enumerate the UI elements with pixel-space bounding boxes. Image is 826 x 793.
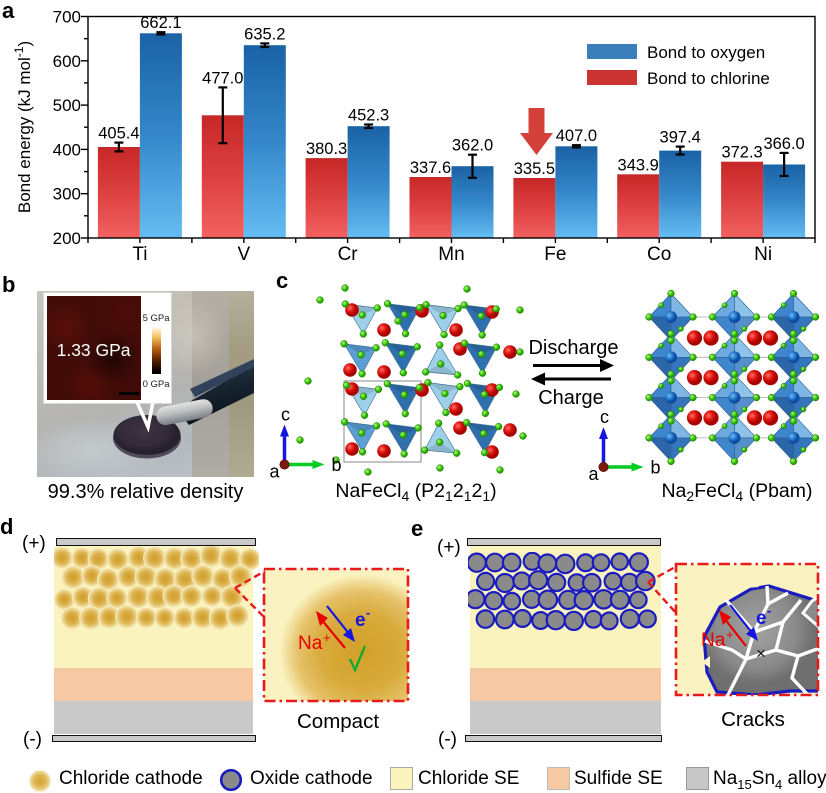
svg-text:337.6: 337.6 — [410, 159, 451, 177]
svg-text:700: 700 — [53, 8, 81, 27]
svg-text:372.3: 372.3 — [721, 144, 762, 162]
svg-text:200: 200 — [53, 229, 81, 248]
svg-text:Fe: Fe — [544, 244, 566, 265]
svg-text:Ti: Ti — [132, 244, 147, 265]
svg-text:362.0: 362.0 — [452, 137, 493, 155]
svg-text:e: e — [756, 608, 767, 629]
svg-text:-: - — [767, 603, 771, 618]
svg-text:Bond energy (kJ mol-1): Bond energy (kJ mol-1) — [12, 41, 34, 213]
svg-text:Bond to chlorine: Bond to chlorine — [647, 69, 770, 88]
svg-text:Discharge: Discharge — [528, 337, 618, 359]
svg-text:Charge: Charge — [538, 387, 604, 409]
svg-text:366.0: 366.0 — [763, 135, 804, 153]
svg-text:b: b — [332, 455, 342, 475]
svg-text:635.2: 635.2 — [244, 25, 285, 43]
svg-text:600: 600 — [53, 52, 81, 71]
svg-text:c: c — [600, 407, 609, 427]
svg-text:Co: Co — [647, 244, 671, 265]
svg-text:c: c — [281, 405, 290, 425]
svg-text:500: 500 — [53, 96, 81, 115]
svg-text:V: V — [237, 244, 250, 265]
svg-text:Na2FeCl4 (Pbam): Na2FeCl4 (Pbam) — [661, 480, 812, 504]
svg-text:NaFeCl4 (P212121): NaFeCl4 (P212121) — [335, 480, 496, 504]
svg-text:477.0: 477.0 — [202, 69, 243, 87]
svg-text:Mn: Mn — [438, 244, 464, 265]
svg-text:407.0: 407.0 — [556, 127, 597, 145]
svg-text:a: a — [270, 462, 281, 482]
svg-text:b: b — [651, 458, 661, 478]
svg-text:+: + — [726, 627, 734, 642]
svg-text:e: e — [355, 610, 366, 631]
svg-text:300: 300 — [53, 185, 81, 204]
svg-text:Na: Na — [298, 633, 323, 654]
svg-text:+: + — [323, 630, 331, 645]
svg-text:×: × — [756, 644, 766, 663]
svg-text:Na: Na — [701, 630, 726, 651]
svg-text:343.9: 343.9 — [618, 156, 659, 174]
svg-text:452.3: 452.3 — [348, 107, 389, 125]
svg-text:405.4: 405.4 — [98, 125, 139, 143]
svg-text:380.3: 380.3 — [306, 140, 347, 158]
svg-text:a: a — [589, 464, 600, 484]
svg-text:400: 400 — [53, 140, 81, 159]
svg-text:662.1: 662.1 — [140, 14, 181, 32]
svg-text:Ni: Ni — [754, 244, 772, 265]
svg-text:Cr: Cr — [338, 244, 359, 265]
svg-text:397.4: 397.4 — [660, 129, 701, 147]
svg-text:335.5: 335.5 — [514, 160, 555, 178]
svg-text:-: - — [366, 605, 370, 620]
svg-text:Bond to oxygen: Bond to oxygen — [647, 43, 765, 62]
